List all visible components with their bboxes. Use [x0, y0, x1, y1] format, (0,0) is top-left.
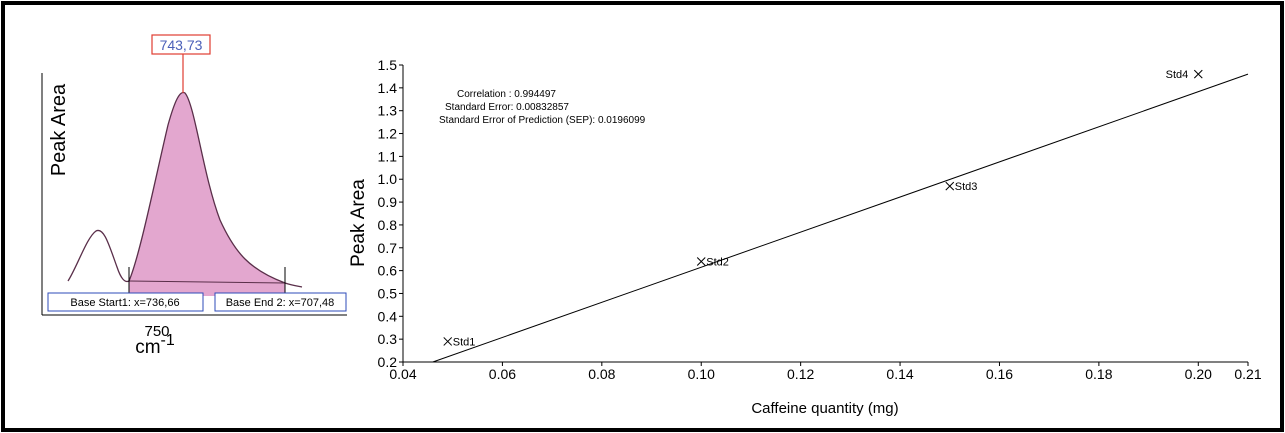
- x-tick-label: 0.10: [688, 366, 715, 382]
- data-point: Std4: [1166, 69, 1203, 81]
- regression-line: [432, 73, 1249, 363]
- x-tick-label: 0.14: [886, 366, 913, 382]
- figure-canvas: Peak Area 743,73 Base Start1: x=736,66 B…: [41, 34, 1262, 417]
- peak-integrated-area: [129, 92, 285, 296]
- calibration-x-axis-label: Caffeine quantity (mg): [751, 400, 898, 417]
- peak-spectrum-chart: Peak Area 743,73 Base Start1: x=736,66 B…: [41, 34, 347, 358]
- x-tick-label: 0.06: [489, 366, 516, 382]
- point-label: Std3: [955, 181, 978, 193]
- calibration-chart: Peak Area 0.2 0.3 0.4 0.5 0.6 0.7 0.8 0.9 1.0 1.1…: [348, 57, 1262, 417]
- x-tick-label: 0.04: [389, 366, 416, 382]
- y-tick-label: 0.5: [378, 285, 398, 301]
- x-tick-label: 0.12: [787, 366, 814, 382]
- y-tick-label: 0.6: [378, 263, 398, 279]
- calibration-y-ticks: 0.2 0.3 0.4 0.5 0.6 0.7 0.8 0.9 1.0 1.1 1.2 1.3 1.4 1…: [378, 57, 403, 370]
- data-point: Std3: [945, 181, 978, 193]
- y-tick-label: 0.3: [378, 331, 398, 347]
- peak-label-box: [151, 34, 211, 55]
- point-label: Std2: [706, 256, 729, 268]
- peak-baseline: [128, 280, 286, 284]
- data-point: Std2: [696, 256, 729, 268]
- y-tick-label: 1.0: [378, 171, 398, 187]
- calibration-y-axis-label: Peak Area: [348, 179, 369, 267]
- point-label: Std4: [1166, 69, 1189, 81]
- peak-x-unit: cm: [135, 337, 160, 358]
- point-marker: [696, 257, 706, 266]
- point-marker: [1193, 69, 1203, 79]
- y-tick-label: 0.8: [378, 217, 398, 233]
- peak-x-tick-label: 750: [144, 323, 169, 340]
- data-point: Std1: [443, 336, 476, 348]
- point-label: Std1: [453, 336, 476, 348]
- x-tick-label: 0.08: [588, 366, 615, 382]
- base-end-label-box: [214, 292, 347, 312]
- y-tick-label: 0.9: [378, 194, 398, 210]
- y-tick-label: 1.1: [378, 148, 398, 164]
- peak-label: 743,73: [160, 37, 203, 53]
- standard-error-annotation: Standard Error: 0.00832857: [445, 102, 569, 113]
- point-marker: [443, 337, 453, 346]
- x-tick-label: 0.20: [1185, 366, 1212, 382]
- calibration-points: Std1 Std2 Std3 Std4: [443, 69, 1203, 348]
- y-tick-label: 0.2: [378, 354, 398, 370]
- peak-curve: [67, 91, 303, 288]
- calibration-x-ticks: 0.04 0.06 0.08 0.10 0.12 0.14 0.16 0.18 0.20 0.21: [389, 362, 1262, 382]
- y-tick-label: 1.4: [378, 80, 398, 96]
- correlation-annotation: Correlation : 0.994497: [457, 89, 556, 100]
- base-start-label: Base Start1: x=736,66: [70, 297, 179, 309]
- y-tick-label: 0.4: [378, 308, 398, 324]
- peak-y-axis-label: Peak Area: [48, 83, 70, 176]
- x-tick-label: 0.16: [986, 366, 1013, 382]
- base-end-label: Base End 2: x=707,48: [226, 297, 335, 309]
- sep-annotation: Standard Error of Prediction (SEP): 0.01…: [439, 115, 646, 126]
- point-marker: [945, 181, 955, 191]
- y-tick-label: 1.2: [378, 126, 398, 142]
- base-start-label-box: [47, 292, 204, 312]
- x-tick-label: 0.18: [1085, 366, 1112, 382]
- y-tick-label: 1.5: [378, 57, 398, 73]
- x-tick-label: 0.21: [1234, 366, 1261, 382]
- y-tick-label: 0.7: [378, 240, 398, 256]
- peak-x-unit-label: cm-1: [135, 332, 175, 358]
- peak-x-unit-exponent: -1: [161, 332, 175, 349]
- y-tick-label: 1.3: [378, 103, 398, 119]
